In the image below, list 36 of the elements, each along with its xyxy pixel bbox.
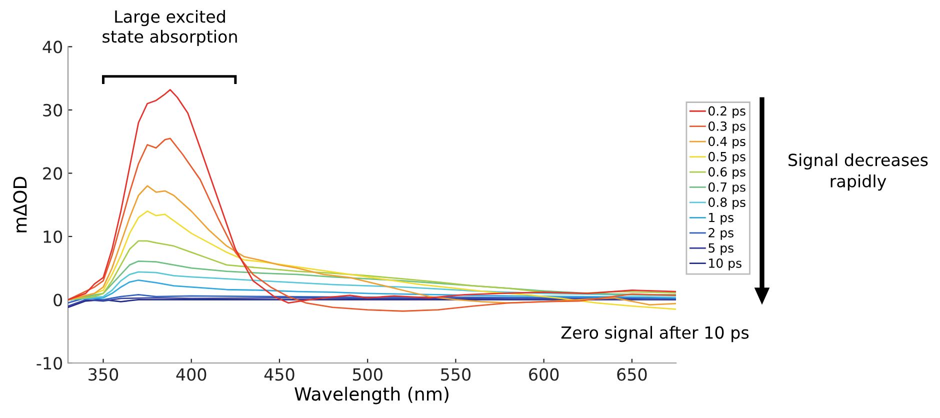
y-axis-title: mΔOD — [13, 176, 27, 232]
legend-label: 0.4 ps — [708, 136, 746, 149]
x-tick-label: 500 — [352, 368, 382, 381]
line-series — [68, 89, 676, 304]
text: Large excited state absorption — [102, 10, 237, 46]
x-tick-label: 600 — [529, 368, 559, 381]
legend-label: 5 ps — [708, 243, 734, 256]
legend-label: 0.8 ps — [708, 198, 746, 210]
x-axis-title: Wavelength (nm) — [294, 386, 448, 404]
line-series — [68, 185, 676, 306]
legend-label: 0.3 ps — [708, 121, 746, 134]
y-tick-label: 20 — [43, 167, 62, 180]
x-tick-label: 650 — [617, 368, 647, 381]
x-tick-label: 350 — [88, 368, 118, 381]
legend-label: 2 ps — [708, 228, 734, 240]
legend-label: 1 ps — [709, 212, 734, 225]
legend-label: 10 ps — [709, 258, 742, 270]
line-series — [68, 279, 676, 300]
y-tick-label: 10 — [44, 230, 62, 244]
y-tick-label: 30 — [43, 104, 62, 117]
text: Signal decreases rapidly — [788, 153, 928, 191]
line-series — [68, 271, 676, 300]
legend-label: 0.6 ps — [708, 167, 746, 179]
legend-label: 0.5 ps — [708, 152, 746, 164]
x-tick-label: 450 — [264, 368, 294, 381]
line-series — [68, 240, 676, 300]
x-tick-label: 400 — [176, 368, 206, 381]
legend-label: 0.2 ps — [708, 106, 746, 118]
y-tick-label: -10 — [36, 356, 62, 370]
x-tick-label: 550 — [441, 368, 471, 381]
legend-label: 0.7 ps — [708, 182, 746, 194]
annotation: Zero signal after 10 ps — [561, 326, 749, 342]
y-tick-label: 40 — [42, 40, 62, 54]
y-tick-label: 0 — [54, 294, 62, 306]
line-series — [68, 294, 676, 304]
line-series — [68, 138, 676, 312]
